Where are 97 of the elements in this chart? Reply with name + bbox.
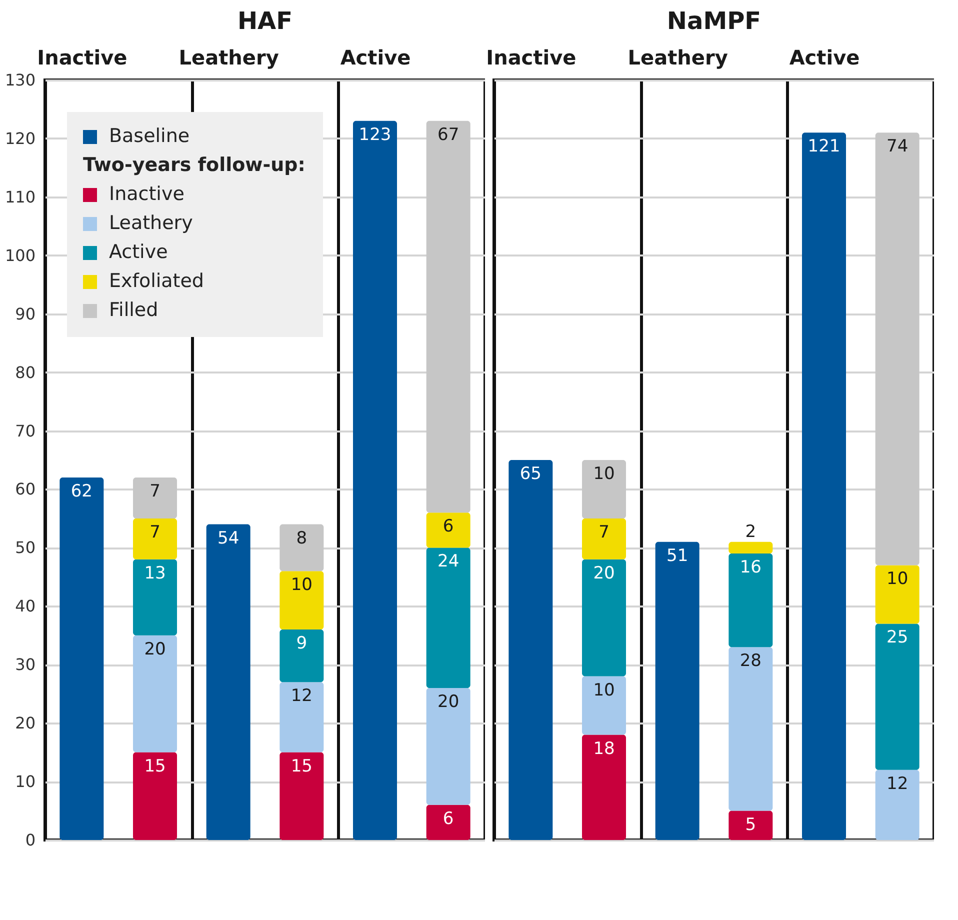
- bar: [133, 518, 177, 560]
- bar: [582, 559, 626, 676]
- x-tick-label: Leathery: [178, 46, 279, 70]
- bar: [280, 630, 324, 682]
- y-tick-label: 70: [15, 421, 36, 440]
- bar: [206, 524, 250, 840]
- y-tick-label: 20: [15, 714, 36, 733]
- bar: [875, 624, 920, 770]
- x-tick-label: Inactive: [37, 46, 128, 70]
- bar: [133, 559, 177, 636]
- y-tick-label: 10: [15, 772, 36, 792]
- data-label: 74: [886, 136, 908, 157]
- bar: [582, 518, 626, 560]
- bar: [426, 688, 470, 805]
- legend-label: Filled: [109, 298, 158, 323]
- bar: [582, 734, 626, 840]
- data-label: 12: [886, 774, 908, 794]
- data-label: 54: [218, 528, 240, 548]
- data-label: 123: [358, 124, 392, 145]
- data-label: 24: [438, 552, 460, 572]
- data-label: 7: [150, 522, 160, 542]
- data-label: 9: [296, 634, 308, 654]
- data-label: 18: [593, 738, 615, 759]
- x-tick-label: Active: [340, 46, 411, 70]
- data-label: 15: [144, 756, 166, 776]
- x-tick-label: Leathery: [628, 46, 728, 70]
- data-label: 25: [886, 628, 908, 648]
- chart-title: HAF: [237, 7, 293, 35]
- data-label: 8: [296, 528, 308, 548]
- x-tick-label: Inactive: [486, 46, 576, 70]
- data-label: 67: [438, 124, 460, 145]
- chart-title: NaMPF: [666, 7, 762, 35]
- bar: [875, 770, 920, 840]
- y-tick-label: 100: [4, 246, 36, 265]
- bar: [426, 120, 470, 513]
- y-tick-label: 130: [4, 70, 36, 90]
- bar: [582, 460, 626, 518]
- y-tick-label: 80: [15, 362, 36, 382]
- bar: [426, 548, 470, 688]
- bar: [655, 542, 700, 840]
- data-label: 6: [442, 808, 454, 829]
- y-tick-label: 50: [15, 538, 36, 558]
- bar: [280, 571, 324, 630]
- bar: [728, 810, 773, 840]
- bar: [280, 682, 324, 752]
- bar: [728, 647, 773, 811]
- y-tick-label: 120: [4, 128, 36, 148]
- bar: [280, 752, 324, 840]
- legend-label: Leathery: [109, 211, 193, 236]
- bar: [133, 752, 177, 840]
- bar: [875, 132, 920, 566]
- legend-label: Baseline: [109, 124, 190, 149]
- data-label: 20: [593, 563, 615, 584]
- data-label: 65: [520, 464, 542, 484]
- bar: [582, 676, 626, 735]
- bar: [426, 804, 470, 840]
- y-tick-label: 110: [4, 187, 36, 206]
- data-label: 6: [442, 516, 454, 537]
- data-label: 62: [70, 482, 92, 502]
- y-tick-label: 60: [15, 480, 36, 499]
- x-tick-label: Active: [789, 46, 860, 70]
- bar: [728, 554, 773, 648]
- data-label: 5: [745, 814, 756, 835]
- data-label: 20: [144, 639, 166, 660]
- data-label: 28: [740, 651, 762, 672]
- bar: [133, 478, 177, 518]
- bar: [875, 565, 920, 624]
- data-label: 7: [598, 522, 610, 542]
- data-label: 121: [808, 136, 840, 157]
- data-label: 10: [886, 569, 908, 590]
- data-label: 15: [290, 756, 312, 776]
- data-label: 7: [150, 482, 160, 502]
- data-label: 20: [438, 692, 460, 712]
- data-label: 12: [290, 686, 312, 706]
- y-tick-label: 30: [15, 655, 36, 674]
- bar: [353, 120, 397, 840]
- data-label: 10: [290, 575, 312, 596]
- bar: [280, 524, 324, 572]
- bar: [133, 635, 177, 752]
- bar: [60, 478, 104, 840]
- y-tick-label: 90: [15, 304, 36, 324]
- bar: [728, 542, 773, 554]
- legend-label: Inactive: [109, 182, 184, 207]
- legend-title: Two-years follow-up:: [83, 153, 306, 178]
- data-label: 10: [593, 680, 615, 700]
- data-label: 16: [740, 558, 762, 578]
- y-tick-label: 0: [25, 830, 36, 850]
- y-tick-label: 40: [15, 596, 36, 616]
- data-label: 2: [745, 522, 756, 542]
- data-label: 51: [666, 546, 688, 566]
- legend-label: Active: [109, 240, 168, 265]
- bar: [508, 460, 553, 840]
- data-label: 10: [593, 464, 615, 484]
- bar: [426, 512, 470, 548]
- bar: [802, 132, 846, 840]
- data-label: 13: [144, 563, 166, 584]
- legend-label: Exfoliated: [109, 269, 204, 294]
